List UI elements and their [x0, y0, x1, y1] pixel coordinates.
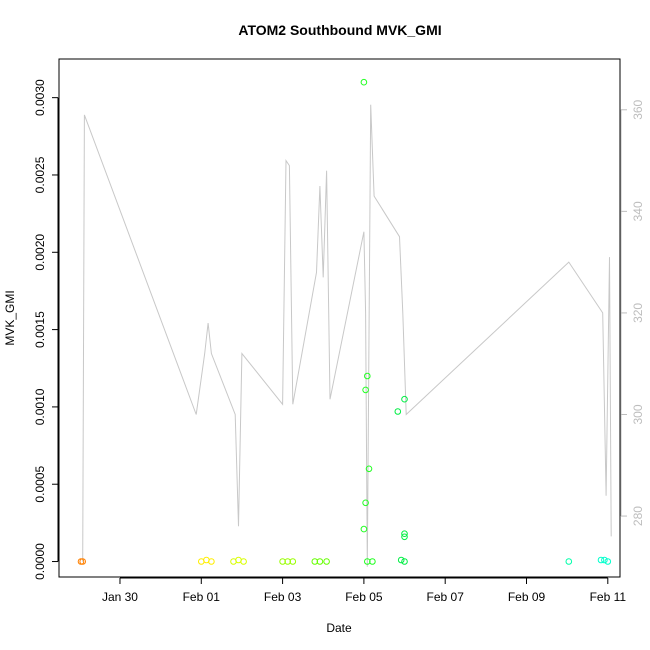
- chart-title: ATOM2 Southbound MVK_GMI: [238, 22, 441, 38]
- y-axis: 0.0000 0.0005 0.0010 0.0015 0.0020 0.0025 0.00…: [33, 79, 59, 580]
- x-tick-label: Jan 30: [102, 590, 138, 604]
- y-tick-label: 0.0005: [33, 466, 47, 503]
- data-point: [360, 525, 368, 533]
- data-point: [279, 558, 286, 565]
- data-point: [401, 395, 408, 403]
- y-axis-title: MVK_GMI: [3, 290, 17, 345]
- data-point: [401, 533, 408, 541]
- data-point: [289, 558, 297, 565]
- y-tick-label: 0.0010: [33, 388, 47, 425]
- data-point: [316, 558, 324, 565]
- y-right-tick-label: 340: [631, 201, 645, 221]
- data-point: [360, 78, 368, 86]
- data-point: [597, 556, 605, 564]
- data-point: [284, 558, 292, 565]
- data-point: [604, 558, 612, 565]
- data-point: [362, 386, 369, 394]
- data-point: [311, 558, 319, 565]
- y-tick-label: 0.0020: [33, 234, 47, 271]
- y-tick-label: 0.0025: [33, 156, 47, 193]
- x-tick-label: Feb 07: [427, 590, 465, 604]
- data-point: [323, 558, 330, 565]
- data-point: [601, 556, 608, 564]
- x-tick-label: Feb 11: [590, 590, 627, 604]
- data-point: [362, 499, 369, 507]
- data-point: [364, 372, 371, 380]
- x-tick-label: Feb 03: [264, 590, 302, 604]
- data-point: [365, 465, 373, 473]
- data-point: [394, 408, 402, 415]
- y-right-tick-label: 280: [631, 506, 645, 526]
- x-tick-label: Feb 09: [508, 590, 546, 604]
- right-axis-line-series: [82, 104, 612, 567]
- y-right-tick-label: 300: [631, 404, 645, 424]
- temperature-line: [82, 104, 612, 567]
- data-point: [364, 558, 371, 565]
- data-point: [79, 558, 86, 565]
- y-tick-label: 0.0015: [33, 311, 47, 348]
- data-point: [401, 558, 408, 565]
- y-right-tick-label: 360: [631, 99, 645, 119]
- data-point: [397, 556, 405, 564]
- scatter-points: [77, 78, 612, 565]
- plot-frame: [58, 58, 621, 578]
- x-axis: Jan 30 Feb 01 Feb 03 Feb 05 Feb 07 Feb 09 Feb …: [102, 577, 627, 604]
- y-axis-right: 280 300 320 340 360: [620, 99, 645, 526]
- data-point: [369, 558, 376, 565]
- y-tick-label: 0.0000: [33, 543, 47, 580]
- y-right-tick-label: 320: [631, 303, 645, 323]
- data-point: [565, 558, 573, 565]
- x-axis-title: Date: [326, 621, 352, 635]
- data-point: [401, 530, 408, 538]
- y-tick-label: 0.0030: [33, 79, 47, 116]
- x-tick-label: Feb 01: [183, 590, 221, 604]
- x-tick-label: Feb 05: [345, 590, 383, 604]
- data-point: [208, 558, 215, 565]
- data-point: [240, 558, 247, 565]
